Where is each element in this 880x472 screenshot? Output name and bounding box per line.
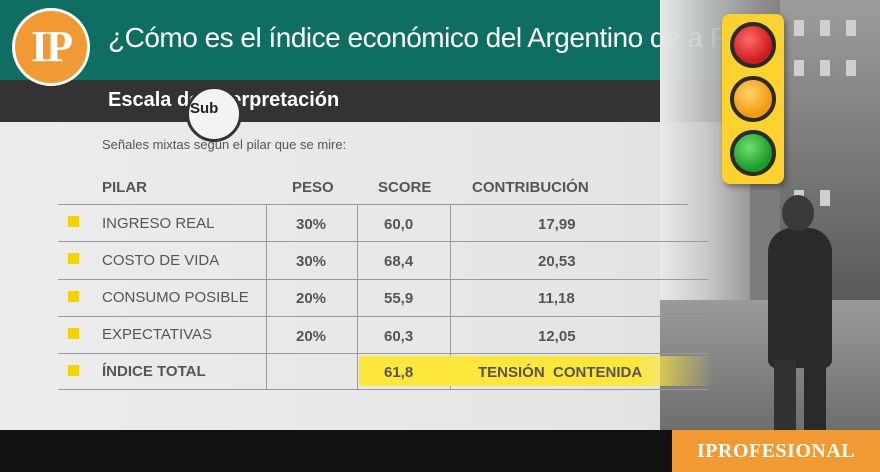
column-header-score: SCORE [378,179,432,196]
column-divider [266,204,267,389]
table-divider [58,241,708,242]
row-contribucion: 17,99 [538,216,576,233]
row-score: 55,9 [384,290,414,307]
table-divider [58,353,708,354]
yellow-light-icon [730,76,776,122]
row-score: 60,0 [384,216,414,233]
column-header-contribucion: CONTRIBUCIÓN [472,179,589,196]
bullet-square-icon [68,291,79,302]
row-peso: 20% [296,290,327,307]
subway-sign [186,86,242,142]
row-pilar: CONSUMO POSIBLE [102,289,249,306]
column-header-peso: PESO [292,179,334,196]
brand-logo-text: IPROFESIONAL [696,440,856,462]
pedestrian-leg [774,360,796,430]
row-contribucion: 12,05 [538,328,576,345]
table-divider [58,204,688,205]
bullet-square-icon [68,253,79,264]
total-label: ÍNDICE TOTAL [102,363,206,380]
traffic-light-icon [722,14,784,184]
pedestrian-head [782,195,814,231]
row-peso: 30% [296,216,327,233]
column-divider [357,204,358,389]
page-title: ¿Cómo es el índice económico del Argenti… [108,22,764,53]
row-peso: 20% [296,328,327,345]
total-score: 61,8 [384,364,414,381]
pedestrian-leg [804,360,826,430]
brand-box: IPROFESIONAL [672,430,880,472]
row-contribucion: 20,53 [538,253,576,270]
table-divider [58,389,708,390]
row-score: 60,3 [384,328,414,345]
column-header-pilar: PILAR [102,179,147,196]
table-divider [58,279,708,280]
red-light-icon [730,22,776,68]
table-divider [58,316,708,317]
row-pilar: COSTO DE VIDA [102,252,220,269]
row-pilar: INGRESO REAL [102,215,215,232]
row-contribucion: 11,18 [538,290,575,307]
iprofesional-logo: IP [12,8,90,86]
bullet-square-icon [68,216,79,227]
total-status: TENSIÓN CONTENIDA [478,364,643,381]
pedestrian [768,228,832,368]
bullet-square-icon [68,365,79,376]
table-note: Señales mixtas según el pilar que se mir… [102,137,347,152]
row-score: 68,4 [384,253,414,270]
row-pilar: EXPECTATIVAS [102,326,213,343]
total-score-highlight [359,356,451,386]
row-peso: 30% [296,253,327,270]
bullet-square-icon [68,328,79,339]
subway-sign-text: Sub [190,100,219,117]
column-divider [450,204,451,389]
green-light-icon [730,130,776,176]
total-status-highlight [452,356,714,386]
logo-text: IP [31,22,73,71]
